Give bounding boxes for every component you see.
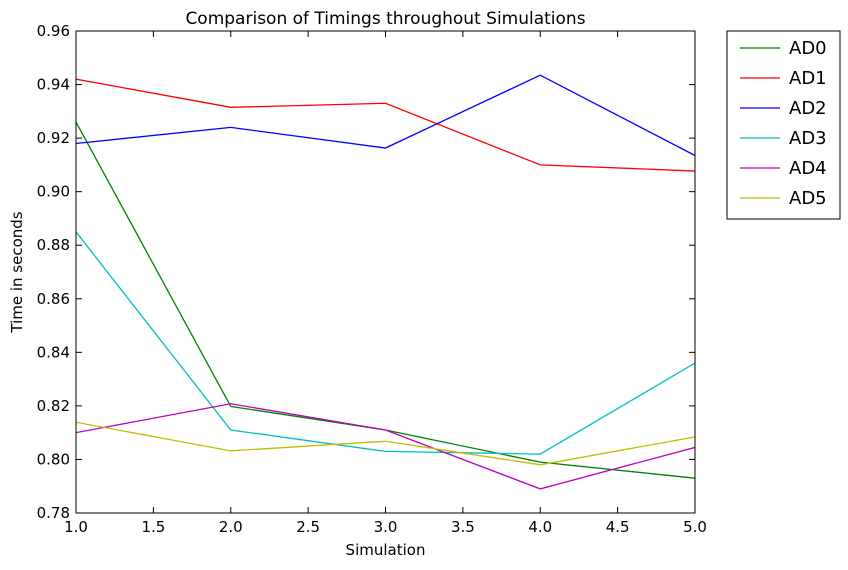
y-tick-label: 0.80 bbox=[37, 450, 70, 468]
series-line-ad3 bbox=[76, 231, 695, 455]
y-tick-label: 0.90 bbox=[37, 183, 70, 201]
legend-label-ad1: AD1 bbox=[789, 68, 827, 89]
y-tick-label: 0.86 bbox=[37, 290, 70, 308]
y-tick-label: 0.92 bbox=[37, 129, 70, 147]
x-tick-label: 3.0 bbox=[374, 518, 398, 536]
x-tick-label: 4.0 bbox=[528, 518, 552, 536]
legend-label-ad4: AD4 bbox=[789, 158, 827, 179]
legend: AD0 AD1 AD2 AD3 AD4 AD5 bbox=[726, 30, 841, 220]
x-tick-label: 2.5 bbox=[296, 518, 320, 536]
y-tick-label: 0.96 bbox=[37, 22, 70, 40]
series-lines bbox=[76, 74, 695, 490]
x-tick-label: 4.5 bbox=[606, 518, 630, 536]
y-tick-label: 0.94 bbox=[37, 76, 70, 94]
x-tick-label: 2.0 bbox=[219, 518, 243, 536]
x-tick-label: 3.5 bbox=[451, 518, 475, 536]
series-line-ad5 bbox=[76, 421, 695, 466]
legend-label-ad2: AD2 bbox=[789, 98, 827, 119]
series-line-ad4 bbox=[76, 403, 695, 490]
legend-label-ad5: AD5 bbox=[789, 188, 827, 209]
y-tick-label: 0.78 bbox=[37, 504, 70, 522]
x-tick-label: 1.0 bbox=[64, 518, 88, 536]
legend-label-ad3: AD3 bbox=[789, 128, 827, 149]
series-line-ad0 bbox=[76, 121, 695, 479]
y-axis-label: Time in seconds bbox=[8, 211, 26, 333]
plot-area: 1.0 1.5 2.0 2.5 3.0 3.5 4.0 4.5 5.0 0.78 0.80 0.82 0… bbox=[37, 22, 707, 536]
y-tick-label: 0.82 bbox=[37, 397, 70, 415]
chart-title: Comparison of Timings throughout Simulat… bbox=[185, 9, 585, 29]
series-line-ad1 bbox=[76, 78, 695, 172]
x-axis-label: Simulation bbox=[346, 541, 426, 559]
x-tick-label: 5.0 bbox=[683, 518, 707, 536]
legend-label-ad0: AD0 bbox=[789, 38, 827, 59]
x-tick-label: 1.5 bbox=[141, 518, 165, 536]
y-tick-label: 0.88 bbox=[37, 236, 70, 254]
y-tick-label: 0.84 bbox=[37, 343, 70, 361]
series-line-ad2 bbox=[76, 74, 695, 157]
legend-frame bbox=[726, 30, 841, 220]
